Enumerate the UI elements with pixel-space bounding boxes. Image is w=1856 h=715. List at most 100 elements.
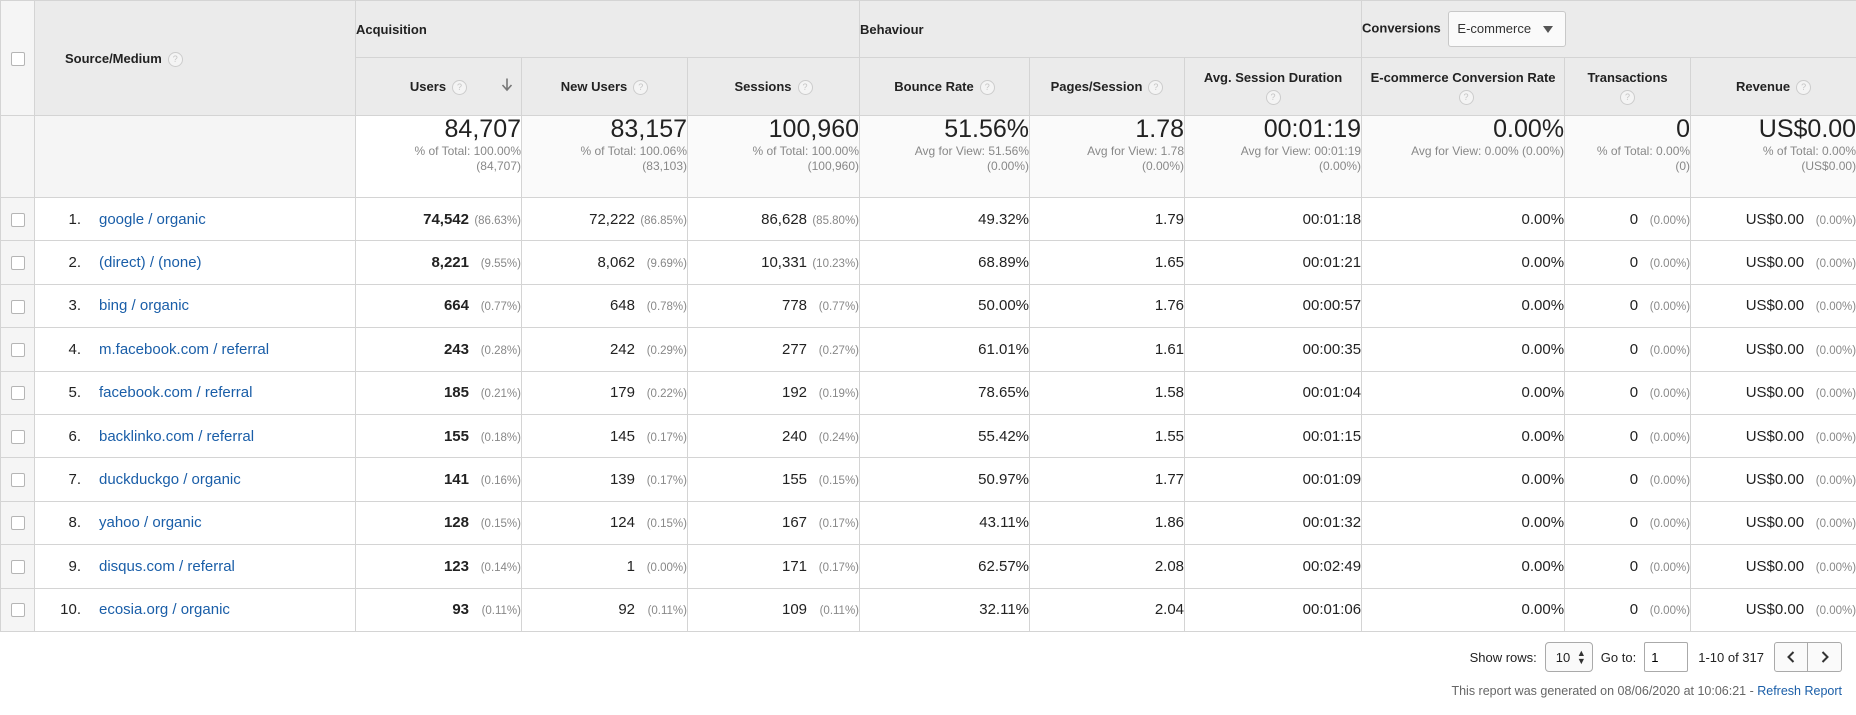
revenue-percent: (0.00%)	[1815, 301, 1856, 314]
users-percent: (0.28%)	[480, 344, 521, 357]
source-medium-link[interactable]: bing / organic	[99, 297, 190, 315]
goto-input[interactable]	[1644, 642, 1689, 672]
row-checkbox[interactable]	[10, 299, 25, 314]
help-icon[interactable]: ?	[452, 80, 468, 96]
ecommerce-conversion-rate-header[interactable]: E-commerce Conversion Rate?	[1361, 57, 1566, 116]
acquisition-group-header: Acquisition	[354, 0, 861, 58]
source-medium-cell: 2. (direct) / (none)	[34, 240, 356, 285]
sort-descending-icon[interactable]	[501, 77, 513, 96]
spinner-icon: ▲ ▼	[1576, 648, 1586, 666]
source-medium-link[interactable]: backlinko.com / referral	[99, 427, 255, 445]
total-sessions-sub: % of Total: 100.00%	[752, 144, 860, 158]
total-sessions: 100,960 % of Total: 100.00% (100,960)	[686, 115, 861, 198]
row-checkbox[interactable]	[10, 473, 25, 488]
table-row: 2. (direct) / (none) 8,221 (9.55%) 8,062 (9.6…	[0, 240, 1856, 285]
source-medium-link[interactable]: disqus.com / referral	[99, 557, 235, 575]
next-page-button[interactable]	[1808, 642, 1842, 672]
transactions-percent: (0.00%)	[1649, 431, 1691, 444]
new-users-percent: (9.69%)	[646, 258, 687, 271]
row-checkbox[interactable]	[10, 212, 25, 227]
row-checkbox-cell	[0, 587, 35, 632]
users-header[interactable]: Users?	[355, 57, 522, 116]
transactions-percent: (0.00%)	[1649, 605, 1691, 618]
avg-session-duration-cell: 00:01:06	[1184, 587, 1363, 632]
transactions-percent: (0.00%)	[1649, 214, 1691, 227]
select-all-checkbox[interactable]	[10, 51, 25, 66]
revenue-cell: US$0.00 (0.00%)	[1690, 283, 1856, 329]
help-icon[interactable]: ?	[1796, 80, 1812, 96]
total-duration-sub: Avg for View: 00:01:19	[1240, 144, 1362, 158]
row-checkbox[interactable]	[10, 429, 25, 444]
help-icon[interactable]: ?	[979, 80, 995, 96]
avg-session-duration-cell: 00:01:18	[1184, 196, 1363, 242]
sessions-value: 86,628	[761, 210, 808, 228]
row-checkbox[interactable]	[10, 603, 25, 618]
pagination-bar: Show rows: 10 ▲▼ Go to: 1-10 of 317	[1470, 641, 1842, 673]
total-conv-rate-sub: Avg for View: 0.00% (0.00%)	[1411, 144, 1565, 158]
sessions-percent: (0.27%)	[818, 344, 860, 357]
new-users-cell: 72,222 (86.85%)	[521, 196, 688, 242]
source-medium-link[interactable]: duckduckgo / organic	[99, 471, 241, 489]
bounce-rate-cell: 50.97%	[859, 457, 1031, 502]
sessions-cell: 10,331 (10.23%)	[686, 240, 861, 285]
goto-label: Go to:	[1600, 649, 1637, 665]
help-icon[interactable]: ?	[633, 80, 649, 96]
source-medium-link[interactable]: m.facebook.com / referral	[99, 340, 270, 358]
bounce-rate-header[interactable]: Bounce Rate?	[859, 57, 1031, 116]
row-checkbox[interactable]	[10, 559, 25, 574]
help-icon[interactable]: ?	[1265, 89, 1281, 105]
new-users-cell: 124 (0.15%)	[521, 500, 688, 546]
transactions-percent: (0.00%)	[1649, 258, 1691, 271]
transactions-cell: 0 (0.00%)	[1564, 587, 1692, 632]
new-users-value: 92	[618, 601, 635, 619]
bounce-rate-cell: 32.11%	[859, 587, 1031, 632]
users-value: 93	[452, 601, 469, 619]
total-users-sub: % of Total: 100.00%	[414, 144, 521, 158]
help-icon[interactable]: ?	[797, 80, 813, 96]
conversions-dropdown[interactable]: E-commerce	[1448, 11, 1567, 47]
table-row: 5. facebook.com / referral 185 (0.21%) 179 (0…	[0, 370, 1856, 415]
sessions-percent: (0.11%)	[819, 605, 860, 618]
avg-session-duration-header[interactable]: Avg. Session Duration?	[1184, 57, 1363, 116]
transactions-header[interactable]: Transactions?	[1564, 57, 1692, 116]
previous-page-button[interactable]	[1774, 642, 1808, 672]
help-icon[interactable]: ?	[1458, 89, 1474, 105]
revenue-header[interactable]: Revenue?	[1690, 57, 1856, 116]
avg-session-duration-cell: 00:01:09	[1184, 457, 1363, 502]
pages-session-cell: 1.61	[1029, 327, 1186, 372]
pages-session-header[interactable]: Pages/Session?	[1029, 57, 1186, 116]
show-rows-select[interactable]: 10 ▲ ▼	[1544, 642, 1593, 672]
users-value: 141	[443, 471, 469, 489]
source-medium-link[interactable]: ecosia.org / organic	[99, 601, 230, 619]
row-checkbox[interactable]	[10, 256, 25, 271]
row-checkbox[interactable]	[10, 516, 25, 531]
source-medium-header[interactable]: Source/Medium?	[34, 0, 356, 116]
sessions-header[interactable]: Sessions?	[686, 57, 861, 116]
total-pages-session-sub2: (0.00%)	[1141, 159, 1185, 173]
source-medium-link[interactable]: yahoo / organic	[99, 514, 202, 532]
sessions-cell: 109 (0.11%)	[686, 587, 861, 632]
source-medium-link[interactable]: (direct) / (none)	[99, 254, 202, 272]
revenue-cell: US$0.00 (0.00%)	[1690, 370, 1856, 415]
transactions-cell: 0 (0.00%)	[1564, 457, 1692, 502]
row-checkbox[interactable]	[10, 342, 25, 357]
row-checkbox[interactable]	[10, 386, 25, 401]
help-icon[interactable]: ?	[167, 51, 183, 67]
total-new-users: 83,157 % of Total: 100.06% (83,103)	[521, 115, 688, 198]
avg-session-duration-label: Avg. Session Duration	[1203, 69, 1343, 85]
source-medium-link[interactable]: google / organic	[99, 210, 206, 228]
help-icon[interactable]: ?	[1148, 80, 1164, 96]
conversions-group-header: Conversions E-commerce	[1361, 0, 1856, 58]
transactions-cell: 0 (0.00%)	[1564, 544, 1692, 589]
new-users-value: 242	[609, 340, 635, 358]
row-checkbox-cell	[0, 370, 35, 415]
new-users-header[interactable]: New Users?	[521, 57, 688, 116]
transactions-cell: 0 (0.00%)	[1564, 240, 1692, 285]
source-medium-cell: 5. facebook.com / referral	[34, 370, 356, 415]
refresh-report-link[interactable]: Refresh Report	[1757, 684, 1842, 698]
total-revenue: US$0.00 % of Total: 0.00% (US$0.00)	[1690, 115, 1856, 198]
help-icon[interactable]: ?	[1620, 89, 1636, 105]
sessions-value: 155	[781, 471, 808, 489]
total-conv-rate-value: 0.00%	[1493, 115, 1565, 143]
source-medium-link[interactable]: facebook.com / referral	[99, 384, 253, 402]
